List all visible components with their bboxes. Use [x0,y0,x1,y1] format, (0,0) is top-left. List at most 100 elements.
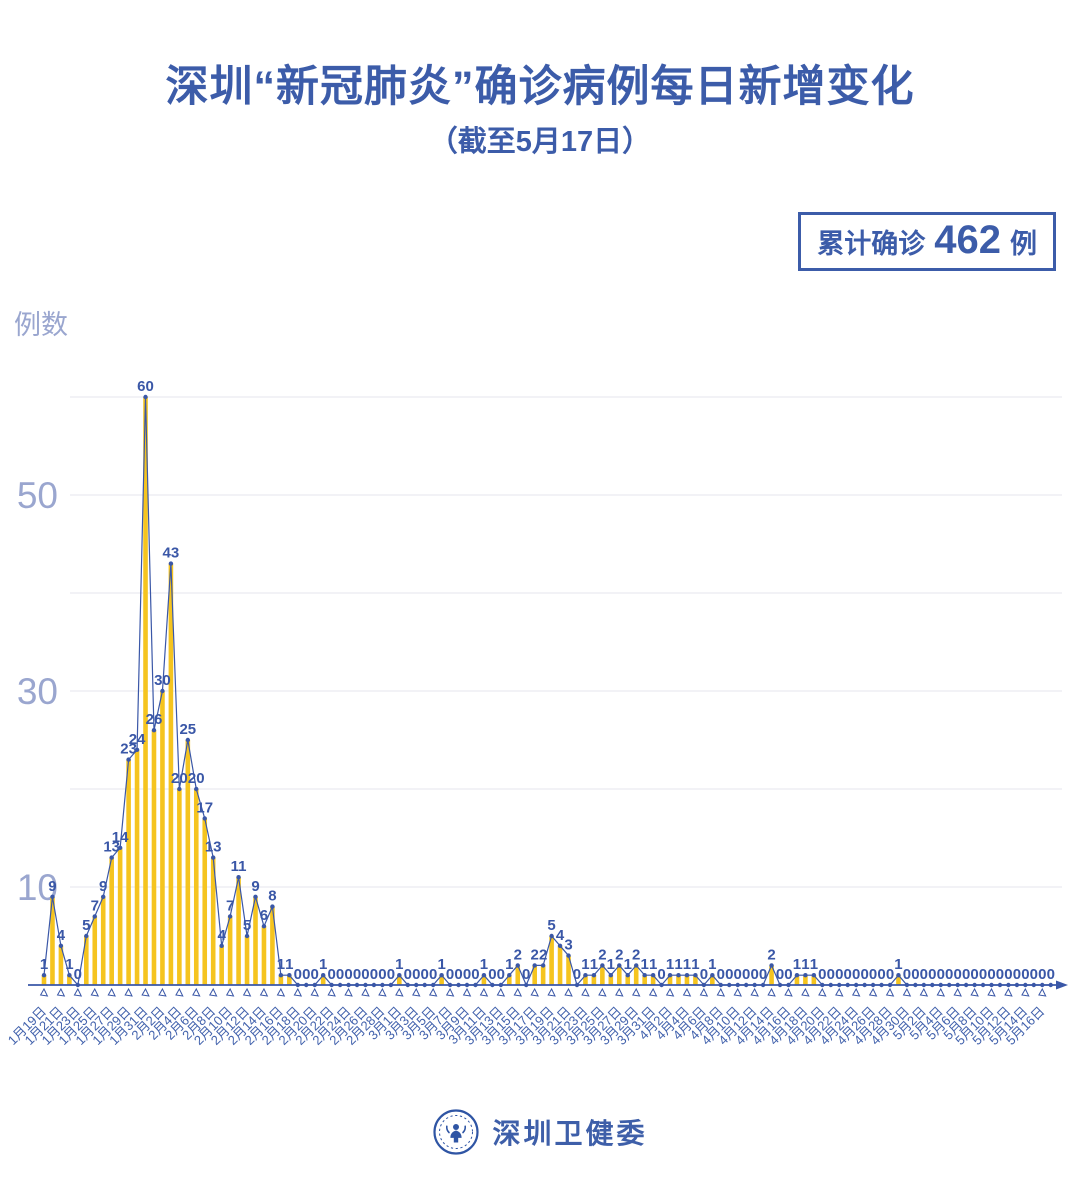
data-point [1014,982,1020,988]
bar [667,975,673,985]
value-label: 0 [759,966,767,983]
bar [481,975,487,985]
data-point [473,982,478,988]
x-tick-mark [632,987,641,997]
value-label: 0 [294,966,302,983]
bar [507,975,512,985]
value-label: 7 [226,897,234,914]
value-label: 20 [188,770,205,787]
x-tick-mark [851,987,861,997]
data-point [287,973,292,978]
data-point [947,982,952,988]
data-point [583,973,588,978]
x-tick-mark [73,987,83,997]
value-label: 0 [954,966,962,983]
value-label: 0 [302,966,310,983]
value-label: 0 [776,966,784,983]
x-tick-mark [750,987,759,997]
value-label: 43 [163,545,180,562]
x-tick-mark [327,987,336,997]
bar [84,936,89,985]
value-label: 1 [666,956,674,973]
bar [67,975,72,985]
value-label: 1 [480,956,488,973]
x-tick-mark [344,987,353,997]
data-point [667,973,673,978]
data-point [921,982,927,988]
bar [50,896,55,985]
x-tick-mark [733,987,742,997]
data-point [1023,982,1028,988]
bar [710,975,715,985]
value-label: 6 [260,907,268,924]
bar [633,965,639,985]
x-tick-mark [479,987,489,997]
data-point [422,982,427,988]
value-label: 0 [404,966,412,983]
value-label: 0 [886,966,894,983]
data-point [67,973,72,978]
bar [287,975,292,985]
data-point [574,982,580,988]
value-label: 0 [522,966,530,983]
value-label: 0 [344,966,352,983]
x-tick-mark [902,987,912,997]
data-point [329,982,334,988]
x-tick-mark [530,987,539,997]
value-label: 0 [488,966,496,983]
bar [100,896,106,985]
bar [58,945,64,985]
data-point [354,982,360,988]
x-tick-mark [784,987,793,997]
value-label: 1 [691,956,699,973]
x-tick-mark [801,987,810,997]
bar [566,955,571,985]
bar [600,965,605,985]
bar [549,936,554,985]
data-point [41,973,47,978]
value-label: 0 [657,966,665,983]
bar [261,926,267,985]
value-label: 30 [154,672,171,689]
data-point [676,973,681,978]
data-point [887,982,893,988]
data-point [498,982,504,988]
bar [236,877,241,985]
bar [803,975,808,985]
value-label: 1 [649,956,657,973]
bar [177,789,182,985]
value-label: 0 [74,966,82,983]
data-point [490,982,495,988]
x-tick-mark [445,987,455,997]
data-point [904,982,910,988]
value-label: 25 [179,721,196,738]
bar [227,916,233,985]
data-point [845,982,850,988]
data-point [388,982,394,988]
value-label: 0 [429,966,437,983]
value-label: 1 [437,956,445,973]
value-label: 0 [387,966,395,983]
data-point [507,973,512,978]
value-label: 0 [869,966,877,983]
value-label: 0 [327,966,335,983]
data-point [1006,982,1011,988]
bar [397,975,402,985]
x-tick-mark [513,987,523,997]
data-point [1048,982,1053,988]
data-point [185,737,191,743]
value-label: 1 [674,956,682,973]
value-label: 2 [514,946,522,963]
bar [642,975,647,985]
footer: 深圳卫健委 [0,1108,1080,1156]
value-label: 26 [146,711,163,728]
value-label: 0 [835,966,843,983]
x-tick-mark [141,987,150,997]
x-tick-mark [175,987,184,997]
value-label: 2 [539,946,547,963]
x-tick-mark [716,987,726,997]
x-tick-mark [158,987,167,997]
value-label: 0 [311,966,319,983]
value-label: 60 [137,378,154,395]
